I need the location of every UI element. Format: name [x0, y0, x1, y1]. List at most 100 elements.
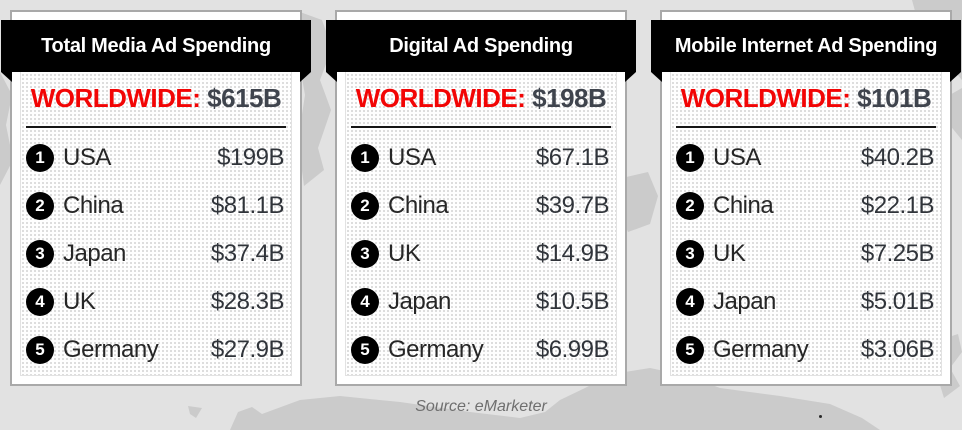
rank-badge: 3 [351, 240, 379, 268]
worldwide-label: WORLDWIDE: [30, 83, 201, 113]
value-label: $3.06B [860, 336, 935, 363]
worldwide-label: WORLDWIDE: [680, 83, 851, 113]
value-label: $67.1B [535, 144, 610, 171]
rank-row: 3 UK $14.9B [351, 230, 610, 278]
worldwide-value: $615B [207, 83, 282, 113]
worldwide-total: WORLDWIDE: $101B [671, 83, 941, 114]
panel-title: Digital Ad Spending [389, 34, 573, 57]
ribbon-fold-right [625, 72, 636, 82]
rank-row: 4 UK $28.3B [26, 278, 285, 326]
country-label: Germany [63, 336, 159, 363]
rank-badge: 2 [351, 192, 379, 220]
country-label: USA [713, 144, 761, 171]
rank-badge: 2 [676, 192, 704, 220]
rank-badge: 4 [26, 288, 54, 316]
panel-title: Mobile Internet Ad Spending [674, 34, 938, 57]
rank-row: 5 Germany $3.06B [676, 326, 935, 374]
value-label: $27.9B [210, 336, 285, 363]
ribbon-fold-left [651, 72, 662, 82]
country-label: Japan [388, 288, 451, 315]
map-marker-dot [819, 415, 822, 418]
value-label: $39.7B [535, 192, 610, 219]
rank-badge: 1 [676, 144, 704, 172]
panel-body: WORLDWIDE: $198B 1 USA $67.1B 2 China $3… [345, 20, 617, 376]
ribbon-fold-right [950, 72, 961, 82]
panel-body: WORLDWIDE: $101B 1 USA $40.2B 2 China $2… [670, 20, 942, 376]
rank-row: 5 Germany $6.99B [351, 326, 610, 374]
value-label: $10.5B [535, 288, 610, 315]
country-label: UK [713, 240, 746, 267]
rank-row: 1 USA $199B [26, 134, 284, 182]
ranking-list: 1 USA $67.1B 2 China $39.7B 3 UK $14.9B [346, 134, 616, 374]
rank-badge: 4 [351, 288, 379, 316]
rank-badge: 1 [351, 144, 379, 172]
rank-row: 2 China $39.7B [351, 182, 610, 230]
panel-header-ribbon: Total Media Ad Spending [1, 20, 311, 72]
source-note: Source: eMarketer [415, 398, 547, 415]
ranking-list: 1 USA $199B 2 China $81.1B 3 Japan $37.4… [21, 134, 291, 374]
rank-badge: 5 [351, 336, 379, 364]
country-label: China [63, 192, 124, 219]
worldwide-value: $198B [532, 83, 607, 113]
worldwide-value: $101B [857, 83, 932, 113]
value-label: $37.4B [210, 240, 285, 267]
ribbon-fold-left [326, 72, 337, 82]
divider-line [676, 126, 936, 128]
value-label: $5.01B [860, 288, 935, 315]
rank-row: 3 UK $7.25B [676, 230, 935, 278]
rank-badge: 2 [26, 192, 54, 220]
rank-row: 5 Germany $27.9B [26, 326, 285, 374]
rank-row: 4 Japan $10.5B [351, 278, 610, 326]
panel-body: WORLDWIDE: $615B 1 USA $199B 2 China $81… [20, 20, 292, 376]
rank-badge: 5 [676, 336, 704, 364]
panel-header-ribbon: Mobile Internet Ad Spending [651, 20, 961, 72]
rank-row: 1 USA $40.2B [676, 134, 935, 182]
value-label: $199B [217, 144, 284, 171]
rank-badge: 1 [26, 144, 54, 172]
ranking-list: 1 USA $40.2B 2 China $22.1B 3 UK $7.25B [671, 134, 941, 374]
worldwide-total: WORLDWIDE: $615B [21, 83, 291, 114]
rank-row: 1 USA $67.1B [351, 134, 610, 182]
value-label: $22.1B [860, 192, 935, 219]
panel-mobile-internet-ad-spending: Mobile Internet Ad Spending WORLDWIDE: $… [651, 10, 961, 386]
country-label: USA [63, 144, 111, 171]
ribbon-fold-left [1, 72, 12, 82]
value-label: $14.9B [535, 240, 610, 267]
value-label: $28.3B [210, 288, 285, 315]
ribbon-fold-right [300, 72, 311, 82]
country-label: Germany [388, 336, 484, 363]
map-left-sliver [0, 72, 13, 185]
country-label: China [713, 192, 774, 219]
country-label: UK [63, 288, 96, 315]
country-label: Japan [63, 240, 126, 267]
value-label: $7.25B [860, 240, 935, 267]
value-label: $6.99B [535, 336, 610, 363]
worldwide-total: WORLDWIDE: $198B [346, 83, 616, 114]
panel-header-ribbon: Digital Ad Spending [326, 20, 636, 72]
rank-badge: 3 [26, 240, 54, 268]
country-label: USA [388, 144, 436, 171]
map-gap2-landmass [618, 172, 658, 232]
panel-total-media-ad-spending: Total Media Ad Spending WORLDWIDE: $615B… [1, 10, 311, 386]
country-label: UK [388, 240, 421, 267]
country-label: China [388, 192, 449, 219]
country-label: Germany [713, 336, 809, 363]
divider-line [26, 126, 286, 128]
panel-digital-ad-spending: Digital Ad Spending WORLDWIDE: $198B 1 U… [326, 10, 636, 386]
rank-row: 2 China $22.1B [676, 182, 935, 230]
value-label: $40.2B [860, 144, 935, 171]
rank-row: 2 China $81.1B [26, 182, 285, 230]
rank-badge: 4 [676, 288, 704, 316]
value-label: $81.1B [210, 192, 285, 219]
rank-badge: 3 [676, 240, 704, 268]
rank-row: 4 Japan $5.01B [676, 278, 935, 326]
map-bottom-landmass [230, 368, 880, 430]
divider-line [351, 126, 611, 128]
worldwide-label: WORLDWIDE: [355, 83, 526, 113]
panel-title: Total Media Ad Spending [41, 34, 271, 57]
map-small-island [188, 406, 202, 418]
country-label: Japan [713, 288, 776, 315]
panels-container: Total Media Ad Spending WORLDWIDE: $615B… [1, 10, 961, 386]
rank-badge: 5 [26, 336, 54, 364]
